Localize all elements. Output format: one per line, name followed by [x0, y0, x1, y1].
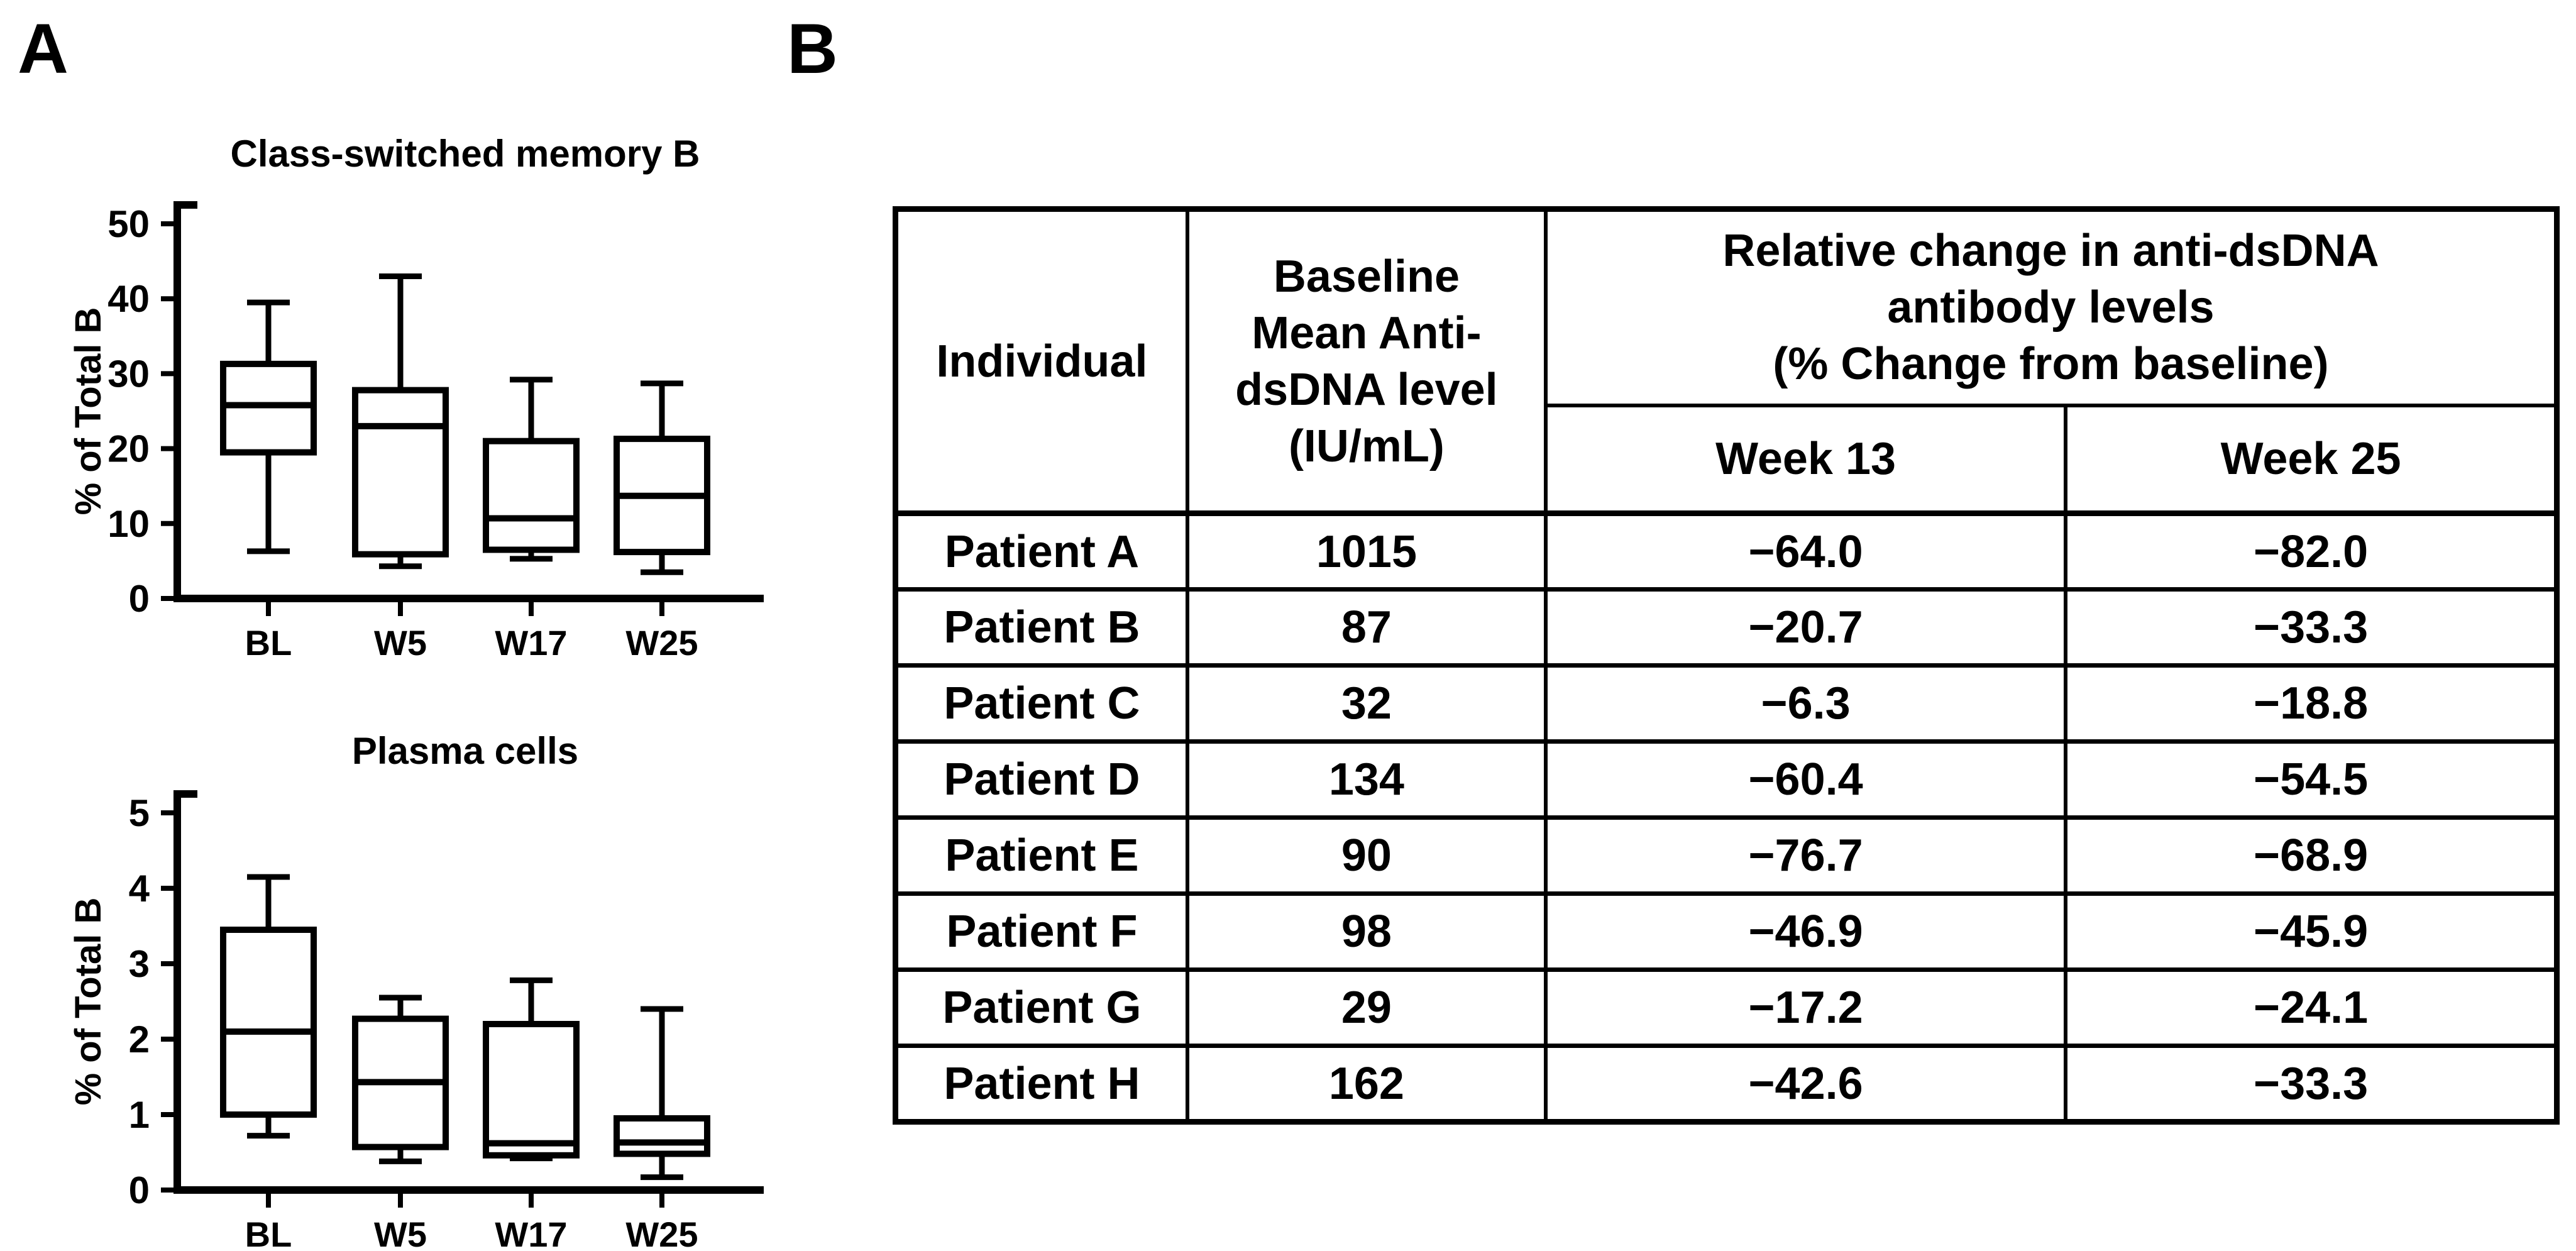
box-W5: [352, 995, 449, 1164]
y-tick-label: 3: [129, 943, 150, 985]
table-row: Patient B 87 −20.7 −33.3: [893, 587, 2559, 668]
table-row: Patient D 134 −60.4 −54.5: [893, 739, 2559, 820]
y-tick-label: 1: [129, 1094, 150, 1136]
chart-title: Plasma cells: [352, 730, 578, 772]
box-W5: [352, 273, 449, 570]
baseline-value-cell: 1015: [1185, 511, 1548, 592]
week25-value-cell: −33.3: [2064, 587, 2559, 668]
table-row: Patient G 29 −17.2 −24.1: [893, 967, 2559, 1048]
patient-name-cell: Patient C: [893, 663, 1189, 744]
header-relative-change: Relative change in anti-dsDNA antibody l…: [1543, 207, 2559, 407]
y-tick-label: 0: [129, 1169, 150, 1211]
baseline-value-cell: 29: [1185, 967, 1548, 1048]
anti-dsdna-table: Individual Baseline Mean Anti- dsDNA lev…: [893, 206, 2560, 1125]
box-W25: [614, 380, 710, 575]
week13-value-cell: −20.7: [1543, 587, 2068, 668]
baseline-value-cell: 90: [1185, 815, 1548, 896]
box-W17: [483, 377, 580, 562]
header-week13: Week 13: [1543, 403, 2068, 516]
chart-title: Class-switched memory B: [231, 133, 700, 175]
box-W17: [483, 977, 580, 1162]
baseline-value-cell: 32: [1185, 663, 1548, 744]
patient-name-cell: Patient H: [893, 1044, 1189, 1124]
week13-value-cell: −17.2: [1543, 967, 2068, 1048]
iqr-box: [483, 1021, 580, 1159]
week25-value-cell: −68.9: [2064, 815, 2559, 896]
week13-value-cell: −64.0: [1543, 511, 2068, 592]
week25-value-cell: −18.8: [2064, 663, 2559, 744]
week13-value-cell: −46.9: [1543, 891, 2068, 972]
y-tick-label: 20: [107, 428, 150, 470]
baseline-value-cell: 162: [1185, 1044, 1548, 1124]
x-category-label: W17: [495, 623, 567, 663]
patient-name-cell: Patient F: [893, 891, 1189, 972]
table-row: Patient F 98 −46.9 −45.9: [893, 891, 2559, 972]
panel-a-label: A: [18, 9, 69, 88]
week13-value-cell: −42.6: [1543, 1044, 2068, 1124]
patient-name-cell: Patient A: [893, 511, 1189, 592]
box-plot-2: Plasma cells % of Total B 0 1 2 3 4 5 BL W5 W17 W25: [68, 730, 764, 1251]
x-category-label: W17: [495, 1215, 567, 1251]
table-row: Patient C 32 −6.3 −18.8: [893, 663, 2559, 744]
y-axis-line: [173, 790, 197, 1193]
y-tick-label: 40: [107, 278, 150, 320]
header-baseline-anti-dsdna: Baseline Mean Anti- dsDNA level (IU/mL): [1185, 207, 1548, 516]
baseline-value-cell: 134: [1185, 739, 1548, 820]
baseline-value-cell: 98: [1185, 891, 1548, 972]
table-row: Patient A 1015 −64.0 −82.0: [893, 511, 2559, 592]
x-category-label: W25: [625, 1215, 698, 1251]
week13-value-cell: −60.4: [1543, 739, 2068, 820]
week13-value-cell: −76.7: [1543, 815, 2068, 896]
x-category-label: BL: [245, 1215, 292, 1251]
x-category-label: BL: [245, 623, 292, 663]
y-tick-label: 50: [107, 203, 150, 245]
week13-value-cell: −6.3: [1543, 663, 2068, 744]
y-axis-label: % of Total B: [68, 898, 109, 1106]
patient-name-cell: Patient B: [893, 587, 1189, 668]
baseline-value-cell: 87: [1185, 587, 1548, 668]
iqr-box: [352, 387, 449, 558]
y-axis-label: % of Total B: [68, 307, 109, 515]
box-BL: [220, 874, 317, 1139]
x-category-label: W25: [625, 623, 698, 663]
week25-value-cell: −33.3: [2064, 1044, 2559, 1124]
y-axis-line: [173, 201, 197, 601]
x-category-label: W5: [374, 623, 427, 663]
box-plot-1: Class-switched memory B % of Total B 0 10 20…: [68, 133, 764, 663]
y-tick-label: 0: [129, 578, 150, 620]
week25-value-cell: −54.5: [2064, 739, 2559, 820]
header-individual: Individual: [893, 207, 1189, 516]
header-week25: Week 25: [2064, 403, 2559, 516]
panel-b-label: B: [787, 9, 838, 88]
y-tick-label: 10: [107, 503, 150, 545]
box-BL: [220, 299, 317, 554]
x-category-label: W5: [374, 1215, 427, 1251]
iqr-box: [220, 927, 317, 1118]
patient-name-cell: Patient E: [893, 815, 1189, 896]
box-W25: [614, 1006, 710, 1181]
table-row: Patient H 162 −42.6 −33.3: [893, 1044, 2559, 1124]
patient-name-cell: Patient G: [893, 967, 1189, 1048]
week25-value-cell: −82.0: [2064, 511, 2559, 592]
y-tick-label: 4: [129, 868, 150, 910]
week25-value-cell: −24.1: [2064, 967, 2559, 1048]
iqr-box: [483, 438, 580, 553]
table-row: Patient E 90 −76.7 −68.9: [893, 815, 2559, 896]
week25-value-cell: −45.9: [2064, 891, 2559, 972]
iqr-box: [614, 1115, 710, 1157]
y-tick-label: 2: [129, 1018, 150, 1061]
y-tick-label: 5: [129, 792, 150, 834]
y-tick-label: 30: [107, 353, 150, 395]
patient-name-cell: Patient D: [893, 739, 1189, 820]
